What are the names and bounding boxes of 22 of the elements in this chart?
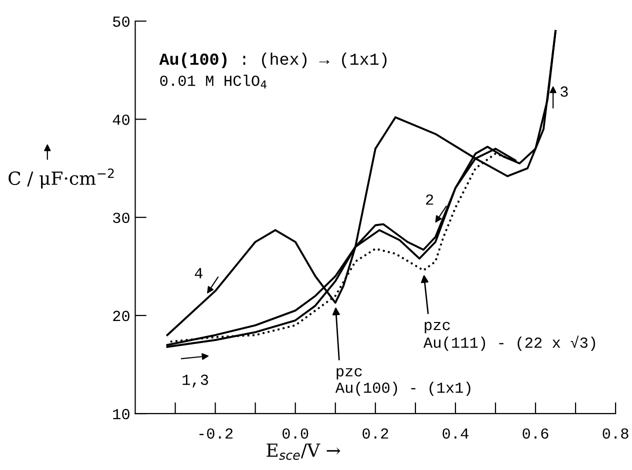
x-axis-title: E$_{sce}$/V →	[266, 444, 340, 460]
x-tick-label: 0.0	[282, 428, 308, 439]
x-tick-label: -0.2	[199, 428, 233, 439]
x-tick-label: 0.8	[602, 428, 628, 439]
annotation: pzc Au(100) - (1x1)	[335, 368, 470, 396]
annotation: 1,3	[182, 374, 208, 388]
x-tick-label: 0.6	[522, 428, 548, 439]
annotation: Au(100)	[159, 52, 226, 68]
y-tick-label: 10	[113, 408, 130, 420]
annotation: 0.01 M HClO$_{4}$	[160, 74, 266, 88]
y-axis-title: C / μF·cm$^{−2}$	[8, 168, 114, 189]
annotation: pzc Au(111) - (22 x √3)	[423, 322, 596, 351]
annotation: : (hex) → (1x1)	[243, 52, 386, 68]
y-tick-label: 50	[113, 16, 130, 27]
annotation: 2	[426, 194, 434, 205]
x-tick-label: 0.2	[362, 428, 388, 439]
y-tick-label: 30	[113, 212, 130, 224]
annotation: 3	[560, 86, 568, 97]
y-tick-label: 40	[112, 114, 130, 125]
y-tick-label: 20	[113, 310, 130, 322]
annotation: 4	[194, 268, 202, 278]
x-tick-label: 0.4	[442, 428, 468, 439]
